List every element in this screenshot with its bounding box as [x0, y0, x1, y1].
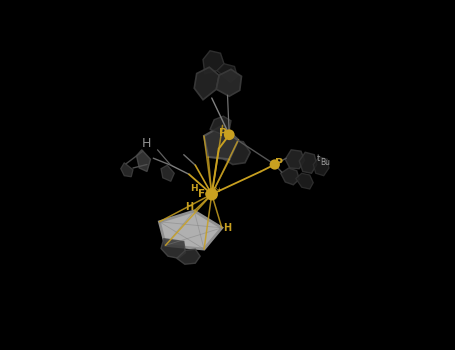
Polygon shape — [204, 125, 238, 159]
Point — [208, 191, 215, 197]
Polygon shape — [136, 150, 151, 171]
Text: H: H — [142, 137, 151, 150]
Polygon shape — [177, 249, 200, 264]
Text: 2+: 2+ — [213, 187, 223, 193]
Point — [226, 132, 233, 138]
Text: H: H — [185, 202, 193, 212]
Polygon shape — [299, 152, 317, 173]
Polygon shape — [161, 239, 186, 258]
Polygon shape — [161, 165, 174, 181]
Polygon shape — [224, 140, 250, 164]
Text: P: P — [219, 128, 227, 138]
Text: Bu: Bu — [320, 158, 330, 167]
Text: t: t — [317, 154, 320, 163]
Polygon shape — [217, 64, 238, 82]
Polygon shape — [210, 116, 231, 134]
Polygon shape — [313, 157, 329, 176]
Polygon shape — [159, 211, 222, 249]
Text: Fe: Fe — [198, 189, 212, 198]
Text: P: P — [275, 158, 283, 168]
Polygon shape — [194, 67, 219, 100]
Polygon shape — [203, 51, 224, 74]
Polygon shape — [285, 150, 304, 169]
Polygon shape — [121, 163, 133, 177]
Polygon shape — [216, 69, 242, 96]
Polygon shape — [281, 168, 299, 185]
Polygon shape — [296, 173, 313, 189]
Text: H: H — [223, 223, 232, 233]
Point — [271, 162, 278, 167]
Text: H: H — [191, 184, 198, 193]
